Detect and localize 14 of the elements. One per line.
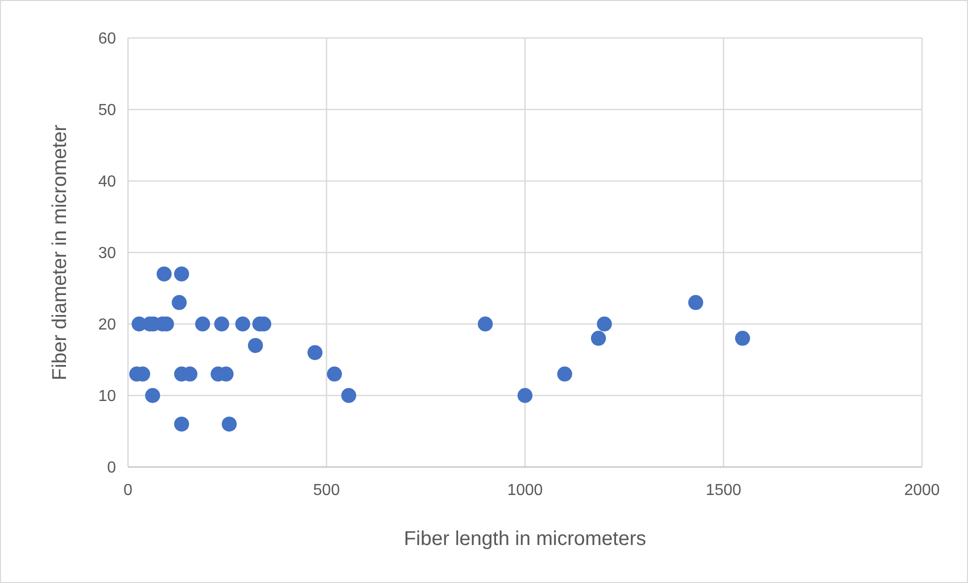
x-axis-title: Fiber length in micrometers [404, 528, 646, 550]
y-tick-label: 0 [107, 460, 116, 477]
x-tick-label: 500 [313, 482, 340, 499]
x-tick-label: 1500 [706, 482, 742, 499]
x-tick-label: 2000 [904, 482, 940, 499]
y-tick-label: 10 [98, 388, 116, 406]
y-tick-label: 50 [98, 102, 116, 120]
y-tick-label: 40 [98, 174, 116, 191]
x-tick-label: 0 [124, 482, 133, 499]
y-tick-label: 60 [98, 30, 116, 48]
x-tick-label: 1000 [507, 482, 543, 499]
y-tick-label: 30 [98, 245, 116, 262]
y-tick-label: 20 [98, 316, 116, 334]
y-axis-title: Fiber diameter in micrometer [49, 124, 71, 380]
